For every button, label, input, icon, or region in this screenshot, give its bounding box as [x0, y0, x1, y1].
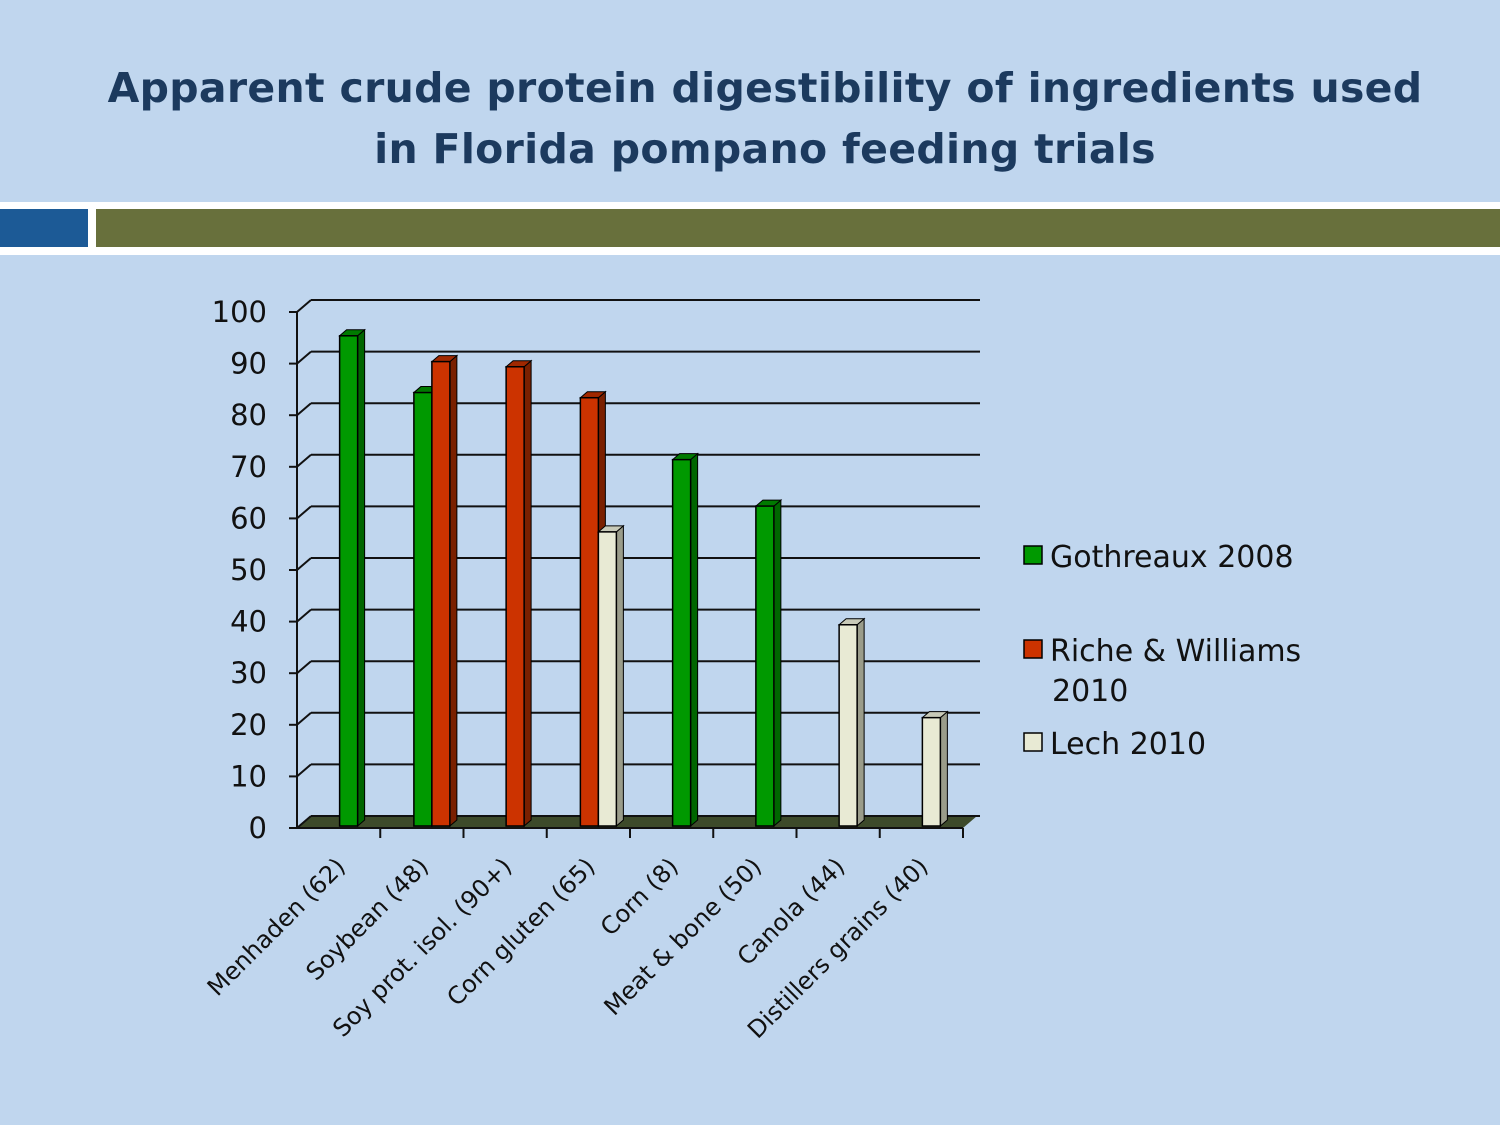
legend-swatch — [1023, 545, 1043, 565]
gridline-depth — [296, 712, 312, 726]
divider-accent-olive — [96, 209, 1500, 247]
gridline-depth — [296, 402, 312, 416]
gridline-depth — [296, 608, 312, 623]
bar — [671, 458, 692, 827]
bar-side — [523, 359, 532, 828]
bar — [579, 396, 600, 827]
legend-label: Riche & Williams 2010 — [1050, 634, 1301, 709]
gridline-depth — [296, 350, 312, 365]
y-tick-label: 40 — [230, 605, 267, 639]
y-tick-label: 30 — [230, 656, 267, 690]
bar — [431, 360, 451, 827]
y-tick-label: 100 — [212, 295, 267, 329]
y-tick-label: 0 — [249, 811, 267, 845]
gridline-depth — [296, 815, 312, 829]
bar — [838, 624, 858, 827]
bar-side — [690, 452, 699, 828]
bar — [413, 391, 433, 827]
divider-accent-blue — [0, 209, 88, 247]
bar — [755, 505, 775, 827]
legend-swatch — [1023, 732, 1043, 752]
chart-floor — [297, 816, 977, 828]
gridline-depth — [296, 299, 312, 313]
gridline-depth — [296, 505, 312, 520]
x-tick-label: Meat & bone (50) — [599, 852, 768, 1021]
x-tick-label: Corn gluten (65) — [441, 852, 600, 1011]
bar-side — [856, 617, 865, 828]
gridline-depth — [296, 454, 312, 468]
bar — [338, 335, 359, 827]
legend-label: Gothreaux 2008 — [1050, 540, 1294, 575]
y-tick-label: 80 — [230, 398, 267, 432]
gridline-depth — [296, 660, 312, 674]
y-tick-label: 60 — [230, 501, 267, 535]
bar-side — [939, 710, 948, 828]
gridline-depth — [296, 557, 312, 571]
bar — [921, 716, 942, 827]
bar-side — [615, 524, 624, 828]
x-tick-label: Menhaden (62) — [202, 852, 351, 1001]
bar-side — [357, 328, 366, 828]
y-tick-label: 70 — [230, 450, 267, 484]
y-tick-label: 10 — [230, 759, 267, 793]
gridline-depth — [296, 763, 312, 778]
legend-label: Lech 2010 — [1050, 727, 1206, 762]
legend-swatch — [1023, 639, 1043, 659]
bar-side — [449, 354, 458, 828]
y-tick-label: 20 — [230, 708, 267, 742]
slide-title: Apparent crude protein digestibility of … — [107, 64, 1423, 173]
bar — [505, 366, 525, 827]
y-tick-label: 50 — [230, 553, 267, 587]
bar-side — [773, 498, 782, 828]
bar — [597, 531, 618, 827]
y-tick-label: 90 — [230, 347, 267, 381]
